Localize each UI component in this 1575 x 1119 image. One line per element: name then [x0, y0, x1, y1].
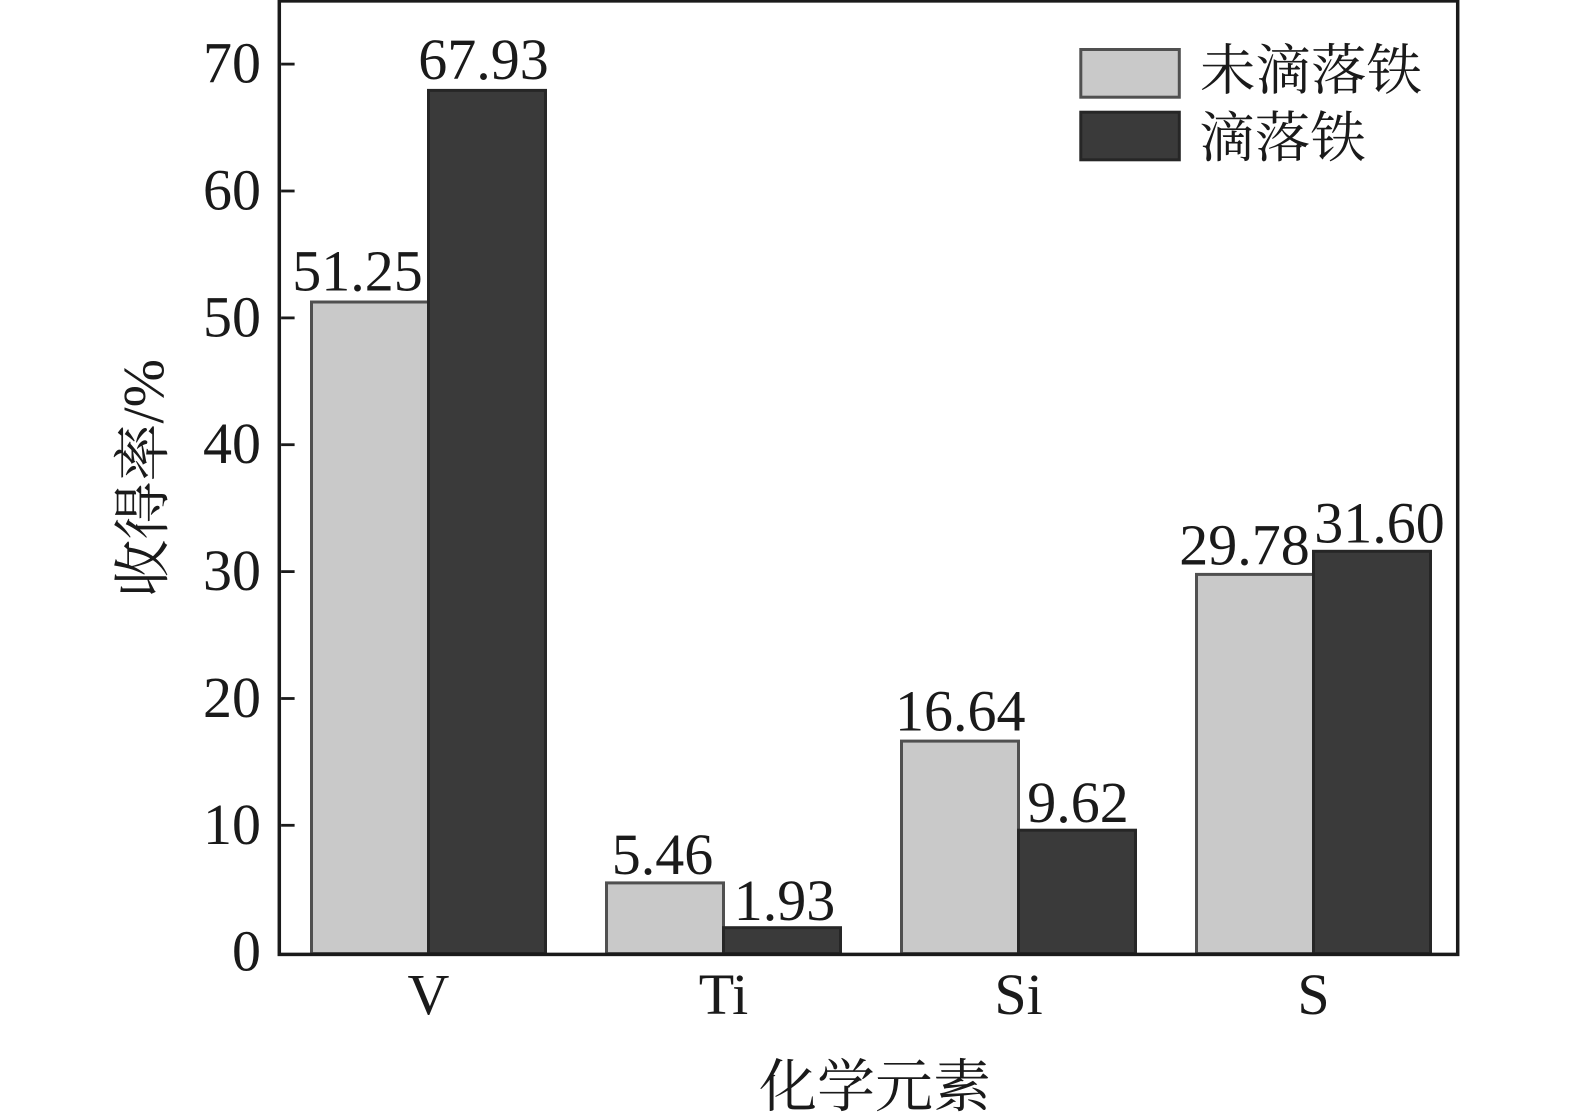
svg-text:1.93: 1.93	[734, 868, 836, 933]
svg-text:29.78: 29.78	[1179, 512, 1310, 577]
svg-text:S: S	[1297, 962, 1329, 1027]
svg-text:60: 60	[203, 158, 261, 223]
svg-text:70: 70	[203, 31, 261, 96]
svg-text:16.64: 16.64	[895, 678, 1026, 743]
svg-text:50: 50	[203, 284, 261, 349]
svg-text:40: 40	[203, 411, 261, 476]
svg-text:30: 30	[203, 538, 261, 603]
svg-text:51.25: 51.25	[292, 239, 423, 304]
svg-text:10: 10	[203, 792, 261, 857]
svg-text:/%: /%	[111, 359, 176, 423]
svg-text:Ti: Ti	[699, 962, 749, 1027]
svg-text:20: 20	[203, 665, 261, 730]
svg-text:67.93: 67.93	[418, 27, 549, 92]
svg-text:V: V	[408, 962, 450, 1027]
svg-text:0: 0	[232, 919, 261, 984]
svg-text:5.46: 5.46	[612, 822, 714, 887]
svg-text:31.60: 31.60	[1314, 491, 1445, 556]
svg-text:Si: Si	[994, 962, 1042, 1027]
svg-text:9.62: 9.62	[1027, 770, 1129, 835]
